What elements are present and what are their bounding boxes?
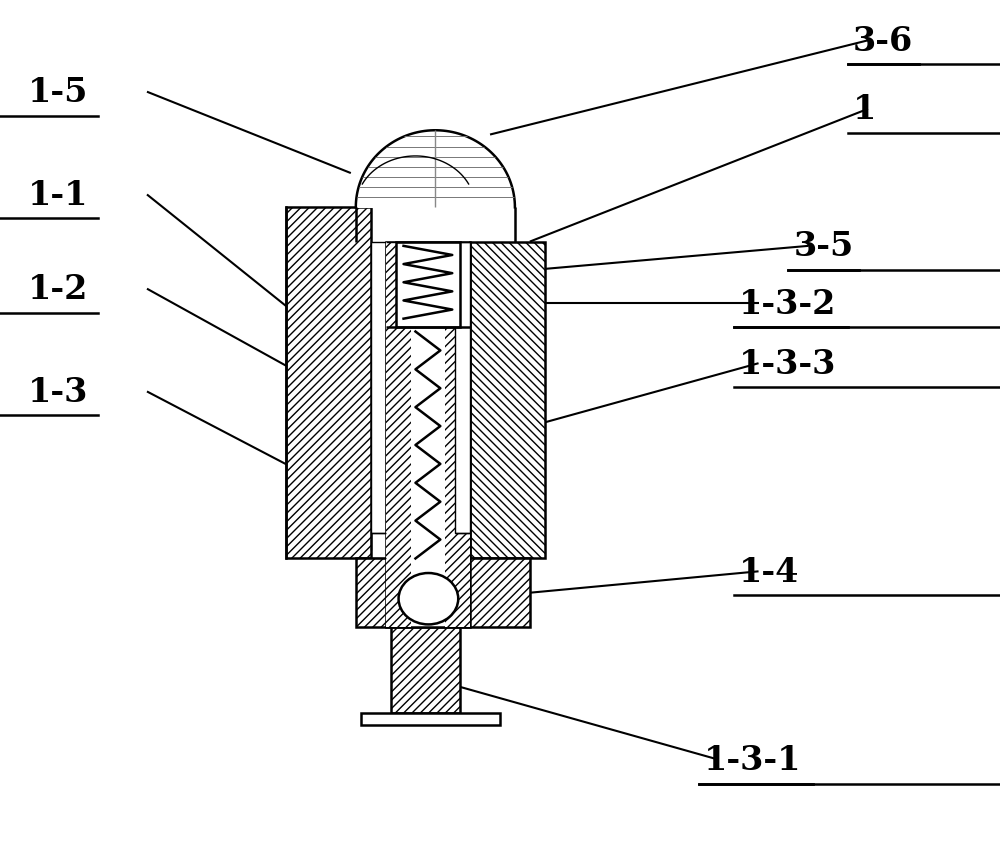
Text: 3-6: 3-6: [853, 25, 913, 58]
Bar: [286, 208, 371, 559]
Bar: [386, 242, 470, 628]
Text: 3-5: 3-5: [793, 230, 854, 263]
Text: 1-3-3: 1-3-3: [739, 347, 836, 381]
Bar: [445, 242, 470, 628]
Bar: [371, 242, 386, 533]
Bar: [356, 559, 530, 628]
Circle shape: [399, 573, 458, 625]
Bar: [386, 242, 411, 628]
Bar: [455, 242, 470, 533]
Text: 1-3-1: 1-3-1: [704, 743, 801, 777]
Bar: [361, 713, 500, 726]
Text: 1-1: 1-1: [28, 179, 88, 212]
Text: 1-5: 1-5: [28, 76, 88, 109]
Bar: [391, 628, 460, 713]
Text: 1: 1: [853, 93, 876, 127]
Text: 1-3: 1-3: [28, 375, 88, 408]
Polygon shape: [356, 131, 515, 208]
Text: 1-2: 1-2: [28, 273, 88, 306]
Text: 1-3-2: 1-3-2: [739, 288, 836, 320]
Text: 1-4: 1-4: [739, 555, 799, 588]
Bar: [470, 242, 545, 559]
Bar: [396, 242, 460, 328]
